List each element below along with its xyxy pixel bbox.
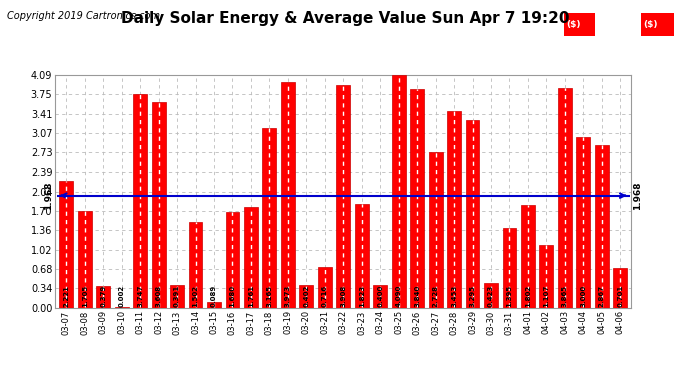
Text: 1.502: 1.502	[193, 285, 199, 307]
Text: ($): ($)	[643, 20, 658, 29]
Bar	[244, 207, 258, 308]
Text: Copyright 2019 Cartronics.com: Copyright 2019 Cartronics.com	[7, 11, 160, 21]
Text: 2.221: 2.221	[63, 285, 69, 307]
Text: 0.716: 0.716	[322, 285, 328, 307]
Text: 3.908: 3.908	[340, 285, 346, 307]
Text: 0.391: 0.391	[174, 285, 180, 307]
Bar	[466, 120, 480, 308]
Bar	[447, 111, 461, 308]
Bar	[411, 89, 424, 308]
Bar	[558, 88, 572, 308]
Text: 3.747: 3.747	[137, 285, 143, 307]
Bar	[78, 211, 92, 308]
Text: 1.761: 1.761	[248, 285, 254, 307]
Text: ($): ($)	[566, 20, 580, 29]
Text: 3.840: 3.840	[414, 285, 420, 307]
Bar	[262, 128, 276, 308]
Bar	[133, 94, 147, 308]
Bar	[484, 284, 498, 308]
Text: 3.000: 3.000	[580, 285, 586, 307]
Bar	[540, 244, 553, 308]
Text: 2.728: 2.728	[433, 285, 439, 307]
Bar	[318, 267, 332, 308]
Bar	[428, 152, 442, 308]
Bar	[207, 303, 221, 307]
Bar	[97, 286, 110, 308]
Bar	[521, 205, 535, 308]
Bar	[226, 212, 239, 308]
Text: Daily: Daily	[601, 20, 629, 29]
Text: 1.107: 1.107	[544, 285, 549, 307]
Text: 0.089: 0.089	[211, 285, 217, 307]
Text: 0.701: 0.701	[618, 285, 623, 307]
Bar	[373, 285, 387, 308]
Text: 3.453: 3.453	[451, 285, 457, 307]
Text: 1.705: 1.705	[81, 285, 88, 307]
Text: 1.680: 1.680	[230, 285, 235, 307]
Text: 1.968: 1.968	[633, 182, 642, 210]
Bar	[355, 204, 368, 308]
Text: 2.867: 2.867	[599, 285, 605, 307]
Bar	[392, 75, 406, 307]
Bar	[281, 82, 295, 308]
Bar	[299, 285, 313, 308]
Text: 0.402: 0.402	[304, 285, 309, 307]
Bar	[564, 13, 595, 36]
Bar	[595, 144, 609, 308]
Text: 1.802: 1.802	[525, 285, 531, 307]
Bar	[642, 13, 674, 36]
Text: 0.002: 0.002	[119, 285, 125, 307]
Bar	[502, 228, 516, 308]
Bar	[152, 102, 166, 308]
Bar	[170, 285, 184, 308]
Bar	[613, 268, 627, 308]
Text: Average: Average	[486, 20, 531, 29]
Text: 3.295: 3.295	[469, 285, 475, 307]
Text: Daily Solar Energy & Average Value Sun Apr 7 19:20: Daily Solar Energy & Average Value Sun A…	[121, 11, 569, 26]
Bar	[59, 181, 73, 308]
Bar	[576, 137, 590, 308]
Text: 3.608: 3.608	[156, 285, 161, 307]
Bar	[188, 222, 202, 308]
Bar	[336, 86, 351, 308]
Text: 3.165: 3.165	[266, 285, 273, 307]
Text: 0.379: 0.379	[100, 285, 106, 307]
Text: 0.400: 0.400	[377, 285, 383, 307]
Text: 1.968: 1.968	[44, 182, 53, 210]
Text: 1.823: 1.823	[359, 285, 365, 307]
Text: 0.423: 0.423	[488, 285, 494, 307]
Text: 3.865: 3.865	[562, 285, 568, 307]
Text: 1.395: 1.395	[506, 285, 513, 307]
Text: 3.973: 3.973	[285, 285, 291, 307]
Text: 4.090: 4.090	[395, 285, 402, 307]
